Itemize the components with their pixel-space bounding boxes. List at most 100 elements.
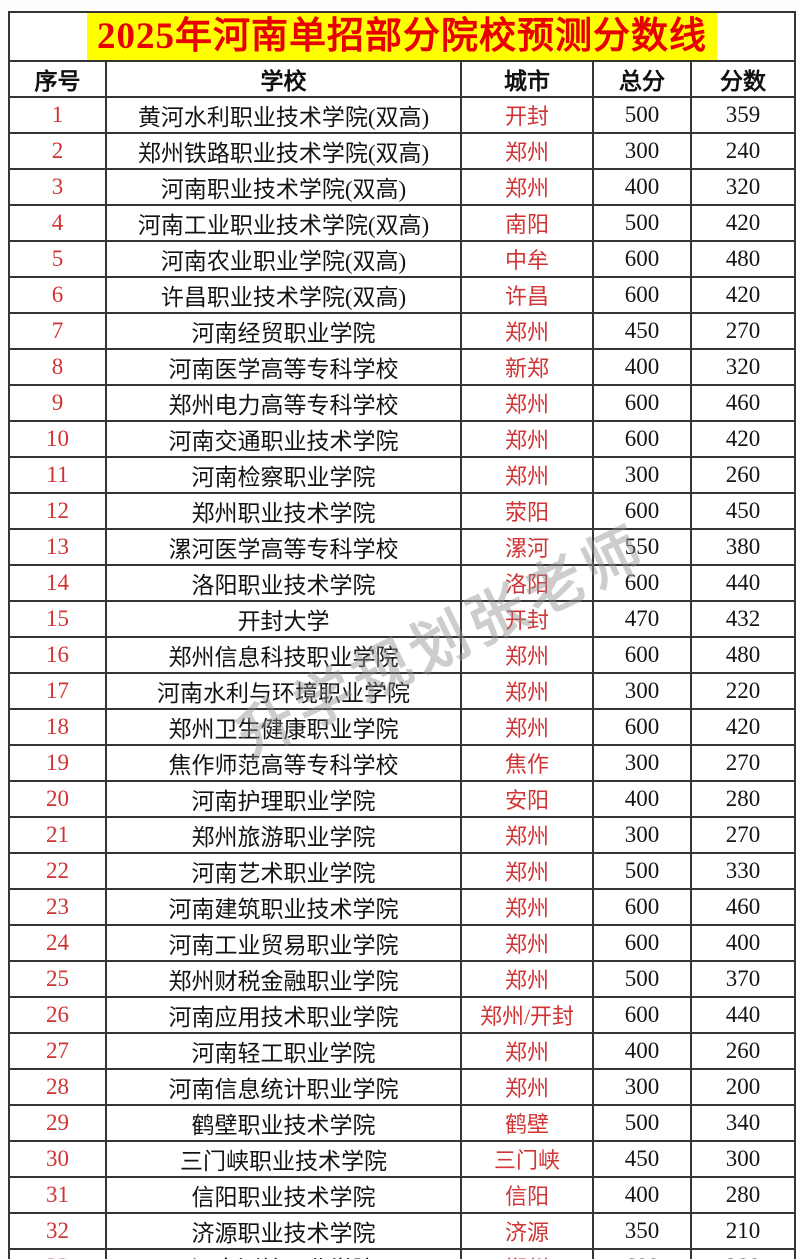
school-name-cell: 河南应用技术职业学院: [105, 996, 462, 1034]
school-name-cell: 郑州职业技术学院: [105, 492, 462, 530]
row-number-cell: 29: [8, 1104, 107, 1142]
table-row: 7 河南经贸职业学院 郑州 450 270: [8, 312, 797, 350]
total-score-cell: 600: [592, 888, 692, 926]
table-row: 12 郑州职业技术学院 荥阳 600 450: [8, 492, 797, 530]
school-name-cell: 河南工业职业技术学院(双高): [105, 204, 462, 242]
city-name-cell: 郑州: [460, 168, 594, 206]
row-number-cell: 27: [8, 1032, 107, 1070]
school-name-cell: 河南建筑职业技术学院: [105, 888, 462, 926]
total-score-cell: 400: [592, 168, 692, 206]
school-name-cell: 郑州信息科技职业学院: [105, 636, 462, 674]
title-cell: 2025年河南单招部分院校预测分数线: [7, 11, 797, 62]
row-number-cell: 11: [8, 456, 107, 494]
predicted-score-cell: 270: [689, 312, 797, 350]
row-number-cell: 6: [8, 276, 107, 314]
city-name-cell: 荥阳: [460, 492, 594, 530]
table-row: 23 河南建筑职业技术学院 郑州 600 460: [8, 888, 797, 926]
school-name-cell: 洛阳职业技术学院: [105, 564, 462, 602]
predicted-score-cell: 220: [689, 672, 797, 710]
city-name-cell: 南阳: [460, 204, 594, 242]
header-row: 序号 学校 城市 总分 分数: [8, 60, 797, 98]
table-row: 20 河南护理职业学院 安阳 400 280: [8, 780, 797, 818]
total-score-cell: 300: [592, 672, 692, 710]
row-number-cell: 13: [8, 528, 107, 566]
school-name-cell: 郑州旅游职业学院: [105, 816, 462, 854]
total-score-cell: 500: [592, 1104, 692, 1142]
school-name-cell: 河南检察职业学院: [105, 456, 462, 494]
table-row: 10 河南交通职业技术学院 郑州 600 420: [8, 420, 797, 458]
city-name-cell: 郑州: [460, 960, 594, 998]
school-name-cell: 河南护理职业学院: [105, 780, 462, 818]
school-name-cell: 信阳职业技术学院: [105, 1176, 462, 1214]
predicted-score-cell: 260: [689, 1032, 797, 1070]
predicted-score-cell: 260: [689, 456, 797, 494]
total-score-cell: 500: [592, 204, 692, 242]
total-score-cell: 300: [592, 744, 692, 782]
predicted-score-cell: 270: [689, 744, 797, 782]
row-number-cell: 17: [8, 672, 107, 710]
school-name-cell: 河南农业职业学院(双高): [105, 240, 462, 278]
total-score-cell: 600: [592, 420, 692, 458]
row-number-cell: 2: [8, 132, 107, 170]
table-row: 26 河南应用技术职业学院 郑州/开封 600 440: [8, 996, 797, 1034]
column-header-score: 分数: [689, 60, 797, 98]
school-name-cell: 河南轻工职业学院: [105, 1032, 462, 1070]
city-name-cell: 郑州: [460, 384, 594, 422]
school-name-cell: 黄河水利职业技术学院(双高): [105, 96, 462, 134]
total-score-cell: 300: [592, 456, 692, 494]
total-score-cell: 600: [592, 636, 692, 674]
predicted-score-cell: 420: [689, 204, 797, 242]
total-score-cell: 600: [592, 1248, 692, 1259]
total-score-cell: 450: [592, 1140, 692, 1178]
school-name-cell: 河南测绘职业学院: [105, 1248, 462, 1259]
total-score-cell: 600: [592, 996, 692, 1034]
row-number-cell: 14: [8, 564, 107, 602]
table-row: 6 许昌职业技术学院(双高) 许昌 600 420: [8, 276, 797, 314]
city-name-cell: 鹤壁: [460, 1104, 594, 1142]
city-name-cell: 郑州: [460, 888, 594, 926]
school-name-cell: 三门峡职业技术学院: [105, 1140, 462, 1178]
row-number-cell: 4: [8, 204, 107, 242]
predicted-score-cell: 432: [689, 600, 797, 638]
city-name-cell: 中牟: [460, 240, 594, 278]
predicted-score-cell: 420: [689, 420, 797, 458]
predicted-score-cell: 380: [689, 1248, 797, 1259]
school-name-cell: 河南职业技术学院(双高): [105, 168, 462, 206]
school-name-cell: 郑州电力高等专科学校: [105, 384, 462, 422]
table-row: 27 河南轻工职业学院 郑州 400 260: [8, 1032, 797, 1070]
total-score-cell: 600: [592, 924, 692, 962]
predicted-score-cell: 280: [689, 1176, 797, 1214]
row-number-cell: 31: [8, 1176, 107, 1214]
city-name-cell: 济源: [460, 1212, 594, 1250]
table-row: 22 河南艺术职业学院 郑州 500 330: [8, 852, 797, 890]
total-score-cell: 500: [592, 852, 692, 890]
table-row: 5 河南农业职业学院(双高) 中牟 600 480: [8, 240, 797, 278]
total-score-cell: 400: [592, 780, 692, 818]
predicted-score-cell: 320: [689, 168, 797, 206]
school-name-cell: 开封大学: [105, 600, 462, 638]
total-score-cell: 600: [592, 564, 692, 602]
school-name-cell: 河南信息统计职业学院: [105, 1068, 462, 1106]
school-name-cell: 鹤壁职业技术学院: [105, 1104, 462, 1142]
row-number-cell: 15: [8, 600, 107, 638]
column-header-school: 学校: [105, 60, 462, 98]
title-row: 2025年河南单招部分院校预测分数线: [7, 11, 797, 62]
table-row: 16 郑州信息科技职业学院 郑州 600 480: [8, 636, 797, 674]
city-name-cell: 郑州: [460, 816, 594, 854]
row-number-cell: 32: [8, 1212, 107, 1250]
table-row: 33 河南测绘职业学院 郑州 600 380: [8, 1248, 797, 1259]
school-name-cell: 郑州卫生健康职业学院: [105, 708, 462, 746]
city-name-cell: 郑州: [460, 1068, 594, 1106]
city-name-cell: 郑州/开封: [460, 996, 594, 1034]
predicted-score-cell: 420: [689, 708, 797, 746]
city-name-cell: 新郑: [460, 348, 594, 386]
city-name-cell: 安阳: [460, 780, 594, 818]
city-name-cell: 许昌: [460, 276, 594, 314]
school-name-cell: 河南经贸职业学院: [105, 312, 462, 350]
row-number-cell: 21: [8, 816, 107, 854]
city-name-cell: 郑州: [460, 636, 594, 674]
total-score-cell: 400: [592, 348, 692, 386]
row-number-cell: 24: [8, 924, 107, 962]
row-number-cell: 18: [8, 708, 107, 746]
